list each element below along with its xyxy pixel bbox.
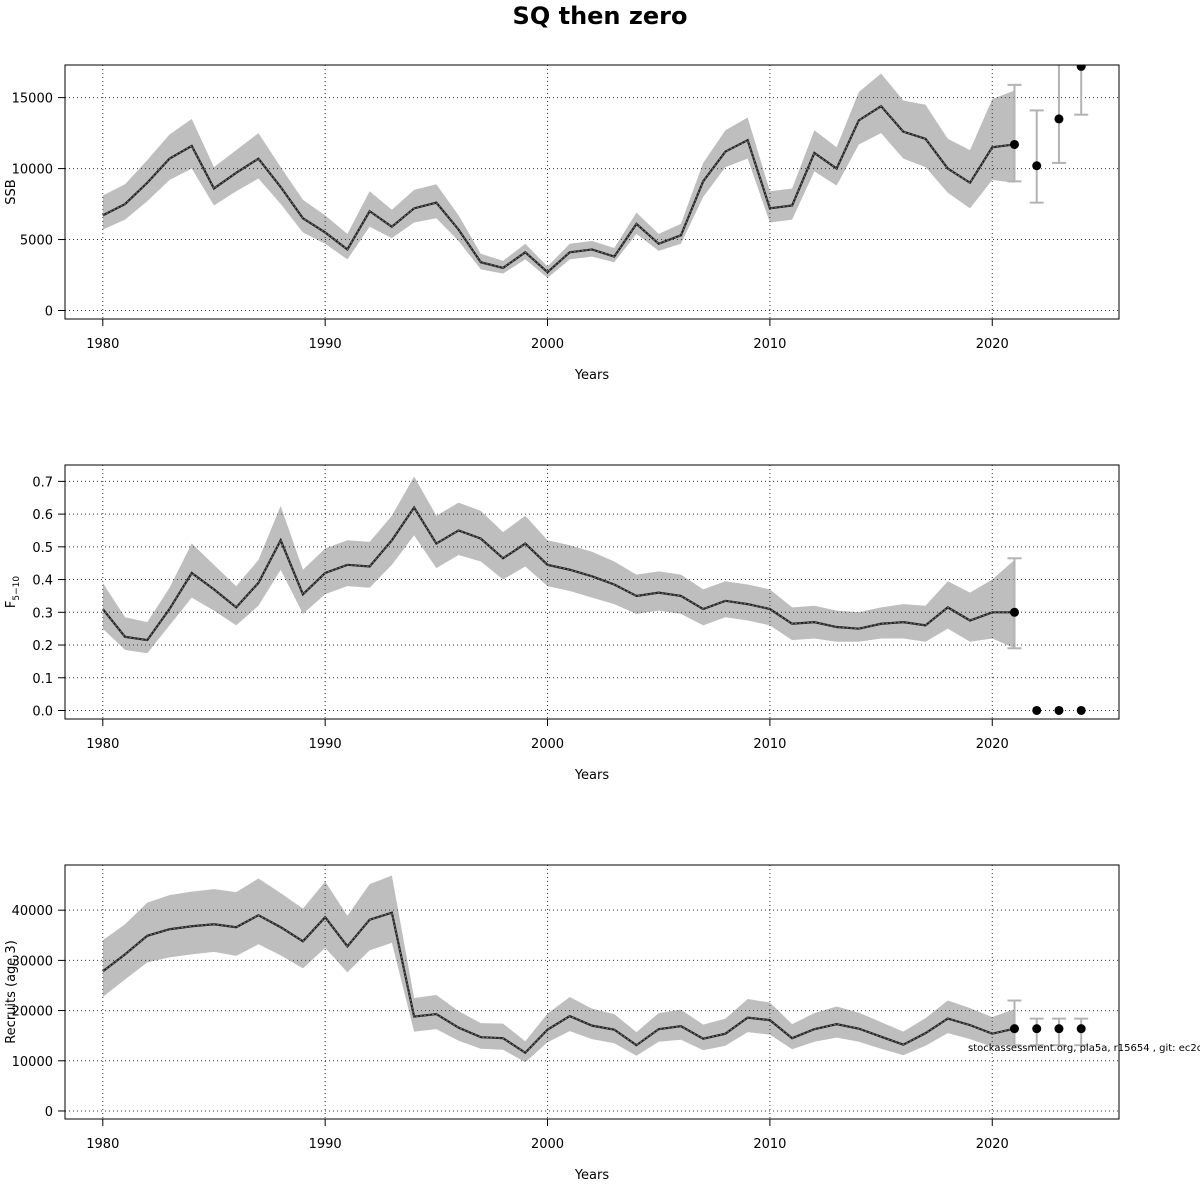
fbar-y-axis-label: F5−10 [4,576,22,608]
fbar-forecast-point-2023 [1054,705,1064,715]
recruits-ytick-label-30000: 30000 [12,954,53,969]
recruits-plot-frame [64,864,1120,1120]
recruits-x-axis-label: Years [574,1168,610,1183]
fbar-ytick-label-0.3: 0.3 [32,606,53,621]
ssb-ytick-label-15000: 15000 [12,92,53,107]
ssb-xtick-label-1980: 1980 [86,337,119,352]
fbar-estimate-line-dots [102,506,1015,641]
recruits-forecast-point-2023 [1054,1024,1064,1034]
recruits-xtick-label-2010: 2010 [753,1137,786,1152]
fbar-ytick-label-0.6: 0.6 [32,508,53,523]
panel-ssb: 1980 1990 2000 2010 2020 0 5000 10000 15000 Years… [4,64,1120,383]
fbar-y-axis-label-subscript: 5−10 [12,576,22,601]
fbar-ytick-label-0.4: 0.4 [32,574,53,589]
recruits-xtick-label-2000: 2000 [531,1137,564,1152]
ssb-xtick-label-2020: 2020 [976,337,1009,352]
panel-recruits: 1980 1990 2000 2010 2020 0 10000 20000 30000 4000… [4,864,1120,1183]
ssb-ytick-label-10000: 10000 [12,163,53,178]
ssb-x-axis-label: Years [574,368,610,383]
recruits-forecast-point-2024 [1076,1024,1086,1034]
ssb-confidence-band [102,73,1015,278]
figure-title: SQ then zero [512,2,688,30]
recruits-forecast [1007,999,1089,1047]
recruits-estimate-line-dots [102,912,1015,1054]
ssb-estimate-line-dots [102,105,1015,273]
recruits-ytick-label-20000: 20000 [12,1005,53,1020]
ssb-forecast-point-2022 [1032,161,1042,171]
fbar-x-axis-label: Years [574,768,610,783]
fbar-forecast-point-2021 [1009,607,1019,617]
recruits-ytick-label-0: 0 [45,1105,53,1120]
recruits-xtick-label-1980: 1980 [86,1137,119,1152]
fbar-ytick-label-0.2: 0.2 [32,639,53,654]
recruits-xtick-label-2020: 2020 [976,1137,1009,1152]
recruits-ytick-label-40000: 40000 [12,904,53,919]
fbar-forecast-point-2024 [1076,705,1086,715]
recruits-xtick-label-1990: 1990 [309,1137,342,1152]
recruits-ytick-label-10000: 10000 [12,1055,53,1070]
ssb-forecast [1007,65,1089,204]
fbar-ytick-label-0: 0.0 [32,704,53,719]
ssb-xtick-label-2010: 2010 [753,337,786,352]
fbar-plot-frame [64,464,1120,720]
fbar-xtick-label-2020: 2020 [976,737,1009,752]
fbar-forecast-point-2022 [1032,705,1042,715]
ssb-ytick-label-0: 0 [45,304,53,319]
recruits-forecast-point-2022 [1032,1024,1042,1034]
fbar-xtick-label-1980: 1980 [86,737,119,752]
ssb-forecast-point-2023 [1054,114,1064,124]
fbar-ytick-label-0.7: 0.7 [32,475,53,490]
fbar-forecast [1007,557,1086,715]
ssb-plot-frame [64,64,1120,320]
recruits-forecast-point-2021 [1009,1024,1019,1034]
ssb-forecast-point-2024 [1076,65,1086,71]
footnote-text: stockassessment.org, pla5a, r15654 , git… [968,1043,1200,1054]
ssb-xtick-label-1990: 1990 [309,337,342,352]
ssb-ytick-label-5000: 5000 [20,234,53,249]
ssb-forecast-point-2021 [1009,139,1019,149]
ssb-y-axis-label: SSB [4,179,19,204]
fbar-xtick-label-1990: 1990 [309,737,342,752]
panel-fbar: 1980 1990 2000 2010 2020 0.0 0.1 0.2 0.3 0.4 0.5 0.… [4,464,1120,783]
fbar-xtick-label-2000: 2000 [531,737,564,752]
ssb-xtick-label-2000: 2000 [531,337,564,352]
fbar-xtick-label-2010: 2010 [753,737,786,752]
recruits-y-axis-label: Recruits (age 3) [4,940,19,1044]
fbar-ytick-label-0.1: 0.1 [32,672,53,687]
fbar-ytick-label-0.5: 0.5 [32,541,53,556]
fbar-confidence-band [102,476,1015,654]
recruits-confidence-band [102,875,1015,1063]
